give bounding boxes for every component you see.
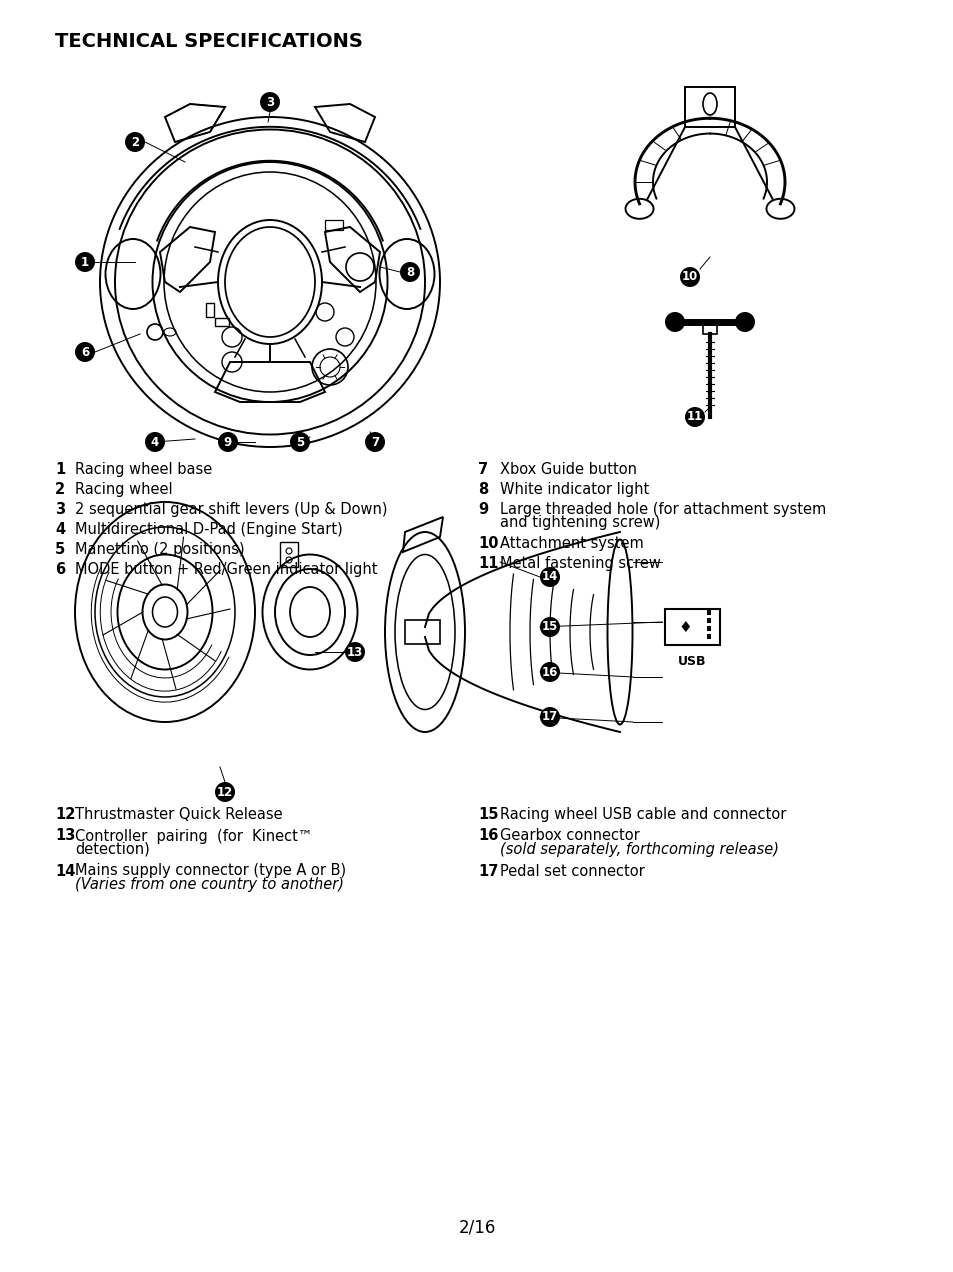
Text: Mains supply connector (type A or B): Mains supply connector (type A or B)	[75, 864, 346, 879]
Text: Controller  pairing  (for  Kinect™: Controller pairing (for Kinect™	[75, 828, 313, 843]
Text: (Varies from one country to another): (Varies from one country to another)	[75, 876, 344, 892]
Circle shape	[399, 262, 419, 282]
Text: 7: 7	[371, 435, 378, 449]
Text: White indicator light: White indicator light	[499, 482, 649, 497]
Text: Attachment system: Attachment system	[499, 536, 643, 551]
Text: Gearbox connector: Gearbox connector	[499, 828, 639, 843]
Text: Large threaded hole (for attachment system: Large threaded hole (for attachment syst…	[499, 502, 825, 516]
Text: 2: 2	[131, 136, 139, 149]
Text: 16: 16	[477, 828, 497, 843]
Bar	[280, 542, 297, 567]
Bar	[214, 318, 229, 326]
Text: Pedal set connector: Pedal set connector	[499, 864, 644, 879]
Text: 11: 11	[686, 411, 702, 424]
Text: 2/16: 2/16	[457, 1219, 496, 1236]
Circle shape	[260, 92, 280, 112]
Circle shape	[734, 312, 754, 332]
Bar	[702, 322, 717, 335]
Text: 8: 8	[477, 482, 488, 497]
Circle shape	[664, 312, 684, 332]
Text: 15: 15	[477, 806, 498, 822]
Circle shape	[539, 567, 559, 586]
Text: Racing wheel USB cable and connector: Racing wheel USB cable and connector	[499, 806, 785, 822]
Text: 9: 9	[224, 435, 232, 449]
Circle shape	[539, 661, 559, 682]
Text: 2: 2	[55, 482, 65, 497]
Text: 2 sequential gear shift levers (Up & Down): 2 sequential gear shift levers (Up & Dow…	[75, 502, 387, 516]
Text: and tightening screw): and tightening screw)	[499, 515, 659, 530]
Text: Thrustmaster Quick Release: Thrustmaster Quick Release	[75, 806, 282, 822]
Bar	[706, 626, 710, 631]
Text: 11: 11	[477, 556, 498, 571]
Text: Racing wheel base: Racing wheel base	[75, 462, 212, 477]
Bar	[706, 611, 710, 614]
Text: 10: 10	[477, 536, 498, 551]
Text: 12: 12	[216, 786, 233, 799]
Text: Racing wheel: Racing wheel	[75, 482, 172, 497]
Text: 17: 17	[477, 864, 497, 879]
Circle shape	[290, 432, 310, 452]
Circle shape	[539, 707, 559, 728]
Text: Xbox Guide button: Xbox Guide button	[499, 462, 637, 477]
Circle shape	[539, 617, 559, 637]
Circle shape	[75, 342, 95, 363]
Text: 3: 3	[266, 95, 274, 108]
Bar	[684, 86, 734, 127]
Bar	[706, 633, 710, 639]
Circle shape	[145, 432, 165, 452]
Text: 16: 16	[541, 665, 558, 678]
Circle shape	[214, 782, 234, 803]
Text: 15: 15	[541, 621, 558, 633]
Circle shape	[365, 432, 385, 452]
Text: TECHNICAL SPECIFICATIONS: TECHNICAL SPECIFICATIONS	[55, 32, 362, 51]
Text: USB: USB	[677, 655, 705, 668]
Text: 3: 3	[55, 502, 65, 516]
Text: 9: 9	[477, 502, 488, 516]
Text: MODE button + Red/Green indicator light: MODE button + Red/Green indicator light	[75, 562, 377, 577]
Text: Multidirectional D-Pad (Engine Start): Multidirectional D-Pad (Engine Start)	[75, 522, 342, 537]
Circle shape	[125, 132, 145, 151]
Text: 10: 10	[681, 271, 698, 284]
Text: 8: 8	[405, 266, 414, 279]
Text: (sold separately, forthcoming release): (sold separately, forthcoming release)	[499, 842, 779, 857]
Text: Manettino (2 positions): Manettino (2 positions)	[75, 542, 244, 557]
Text: 1: 1	[55, 462, 65, 477]
Text: 1: 1	[81, 256, 89, 268]
Text: 6: 6	[81, 346, 89, 359]
Text: 14: 14	[541, 571, 558, 584]
Text: 12: 12	[55, 806, 75, 822]
Text: detection): detection)	[75, 842, 150, 857]
Bar	[325, 220, 343, 230]
Text: 13: 13	[55, 828, 75, 843]
Circle shape	[218, 432, 237, 452]
Text: 4: 4	[151, 435, 159, 449]
Circle shape	[679, 267, 700, 287]
Bar	[405, 619, 439, 644]
Text: 4: 4	[55, 522, 65, 537]
Text: 7: 7	[477, 462, 488, 477]
Text: 13: 13	[347, 645, 363, 659]
Circle shape	[684, 407, 704, 427]
Text: 14: 14	[55, 864, 75, 879]
Circle shape	[75, 252, 95, 272]
Bar	[664, 609, 720, 645]
Bar	[206, 303, 213, 317]
Text: 6: 6	[55, 562, 65, 577]
Text: 5: 5	[55, 542, 65, 557]
Text: ♦: ♦	[678, 619, 691, 635]
Text: 17: 17	[541, 711, 558, 724]
Circle shape	[345, 642, 365, 661]
Text: 5: 5	[295, 435, 304, 449]
Bar	[706, 618, 710, 623]
Text: Metal fastening screw: Metal fastening screw	[499, 556, 660, 571]
